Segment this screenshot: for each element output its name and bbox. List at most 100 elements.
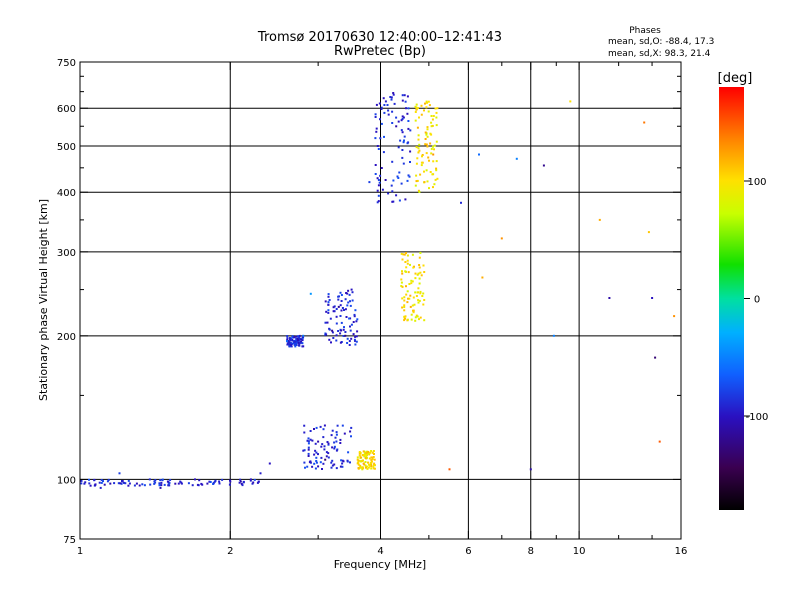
x-mode-point — [370, 465, 373, 468]
x-mode-point — [404, 270, 407, 273]
x-tick-label: 8 — [528, 546, 534, 557]
x-mode-point — [403, 309, 406, 312]
x-mode-point — [415, 174, 418, 177]
x-mode-point — [356, 456, 359, 459]
x-mode-point — [430, 152, 433, 155]
echo-point — [294, 345, 297, 348]
x-mode-point — [373, 467, 376, 470]
stats-o-mode: mean, sd,O: -88.4, 17.3 — [608, 37, 714, 47]
x-mode-point — [428, 104, 431, 107]
x-mode-point — [416, 273, 419, 276]
x-mode-point — [369, 451, 372, 454]
x-mode-point — [405, 266, 408, 269]
x-mode-point — [361, 468, 364, 471]
o-mode-point — [378, 181, 381, 184]
o-mode-point — [323, 445, 326, 448]
o-mode-point — [103, 483, 106, 486]
x-mode-point — [365, 452, 368, 454]
x-mode-point — [404, 317, 407, 320]
o-mode-point — [106, 480, 109, 483]
echo-point — [647, 231, 650, 234]
o-mode-point — [303, 424, 306, 427]
o-mode-point — [286, 337, 289, 340]
o-mode-point — [317, 465, 320, 468]
o-mode-point — [339, 341, 342, 344]
o-mode-point — [352, 321, 355, 323]
x-mode-point — [400, 281, 403, 284]
x-mode-point — [416, 315, 419, 318]
x-mode-point — [371, 460, 373, 463]
x-mode-point — [423, 109, 425, 112]
o-mode-point — [393, 102, 396, 105]
o-mode-point — [290, 343, 292, 346]
x-mode-point — [362, 467, 365, 470]
x-mode-point — [417, 151, 420, 154]
x-mode-point — [401, 285, 404, 288]
o-mode-point — [402, 116, 405, 119]
echo-point — [643, 121, 646, 124]
echo-point — [658, 440, 661, 443]
o-mode-point — [303, 449, 306, 452]
o-mode-point — [374, 113, 377, 116]
o-mode-point — [338, 295, 340, 298]
o-mode-point — [296, 338, 299, 340]
o-mode-point — [374, 173, 377, 175]
echo-point — [135, 482, 138, 485]
o-mode-point — [402, 141, 405, 144]
o-mode-point — [340, 329, 343, 332]
x-mode-point — [418, 116, 420, 119]
echo-point — [569, 100, 572, 103]
x-tick-label: 2 — [227, 546, 233, 557]
o-mode-point — [344, 298, 347, 301]
o-mode-point — [347, 301, 350, 304]
x-mode-point — [423, 170, 425, 173]
y-tick-label: 500 — [57, 142, 76, 153]
o-mode-point — [307, 442, 310, 445]
o-mode-point — [331, 446, 334, 449]
echo-point — [309, 292, 312, 295]
x-mode-point — [412, 296, 415, 299]
o-mode-point — [296, 335, 299, 338]
o-mode-point — [291, 335, 294, 338]
o-mode-point — [387, 192, 390, 195]
y-tick-label: 75 — [63, 535, 76, 546]
o-mode-point — [339, 291, 342, 294]
echo-point — [654, 356, 657, 359]
x-mode-point — [431, 173, 434, 176]
x-mode-point — [358, 466, 361, 469]
o-mode-point — [387, 109, 390, 112]
o-mode-point — [88, 478, 90, 481]
o-mode-point — [326, 321, 329, 324]
o-mode-point — [253, 478, 256, 481]
x-mode-point — [365, 450, 368, 453]
o-mode-point — [301, 337, 304, 339]
x-mode-point — [427, 100, 430, 103]
echo-point — [118, 472, 121, 475]
o-mode-point — [154, 481, 157, 484]
x-mode-point — [418, 282, 421, 285]
o-mode-point — [375, 127, 378, 130]
o-mode-point — [228, 483, 231, 486]
o-mode-point — [406, 112, 409, 115]
x-mode-point — [408, 297, 411, 300]
x-tick-label: 6 — [465, 546, 471, 557]
o-mode-point — [249, 479, 252, 482]
o-mode-point — [344, 308, 347, 311]
o-mode-point — [350, 435, 352, 438]
o-mode-point — [327, 303, 330, 306]
echo-point — [478, 153, 480, 156]
o-mode-point — [100, 479, 103, 481]
o-mode-point — [292, 336, 295, 339]
o-mode-point — [403, 94, 406, 97]
o-mode-point — [314, 449, 317, 452]
o-mode-point — [179, 480, 182, 483]
colorbar — [719, 87, 744, 510]
o-mode-point — [297, 342, 300, 344]
x-mode-point — [432, 115, 435, 117]
o-mode-point — [374, 137, 377, 140]
o-mode-point — [401, 117, 404, 120]
o-mode-point — [389, 96, 392, 98]
o-mode-point — [391, 122, 394, 124]
x-mode-point — [370, 450, 373, 452]
x-mode-point — [417, 301, 420, 304]
